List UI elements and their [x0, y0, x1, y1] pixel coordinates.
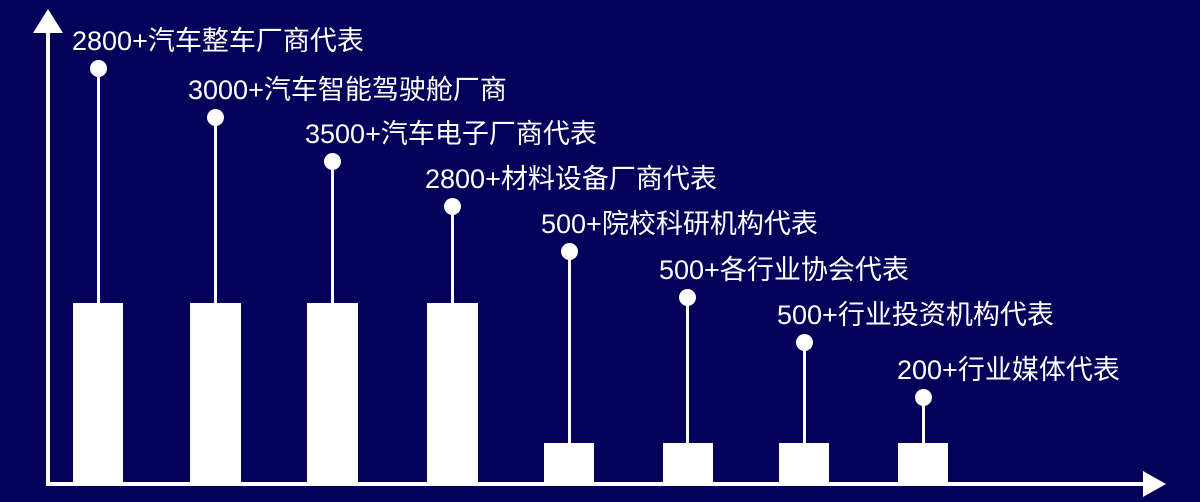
callout-dot-icon [679, 289, 696, 306]
callout-leader-line [922, 398, 925, 443]
callout-dot-icon [90, 60, 107, 77]
bar [663, 443, 713, 483]
y-axis-arrow-icon [33, 9, 63, 33]
bar [427, 303, 478, 483]
callout-dot-icon [561, 243, 578, 260]
callout-leader-line [803, 343, 806, 443]
bar-data-label: 3500+汽车电子厂商代表 [305, 119, 597, 149]
bar [779, 443, 829, 483]
bar-data-label: 200+行业媒体代表 [897, 355, 1120, 385]
bar-data-label: 500+院校科研机构代表 [541, 209, 818, 239]
bar [190, 303, 241, 483]
callout-leader-line [214, 118, 217, 303]
callout-leader-line [97, 69, 100, 303]
bar [898, 443, 948, 483]
y-axis-line [46, 30, 50, 485]
bar-data-label: 500+行业投资机构代表 [777, 300, 1054, 330]
callout-leader-line [331, 162, 334, 303]
bar [307, 303, 358, 483]
callout-leader-line [451, 207, 454, 303]
x-axis-line [46, 482, 1146, 486]
callout-dot-icon [207, 109, 224, 126]
callout-dot-icon [796, 334, 813, 351]
bar-data-label: 3000+汽车智能驾驶舱厂商 [188, 75, 507, 105]
bar-data-label: 2800+材料设备厂商代表 [425, 164, 717, 194]
callout-leader-line [568, 252, 571, 443]
bar-data-label: 2800+汽车整车厂商代表 [72, 26, 364, 56]
callout-leader-line [686, 298, 689, 443]
callout-dot-icon [915, 389, 932, 406]
bar [544, 443, 594, 483]
x-axis-arrow-icon [1143, 471, 1166, 497]
bar-data-label: 500+各行业协会代表 [659, 255, 909, 285]
callout-dot-icon [444, 198, 461, 215]
callout-dot-icon [324, 153, 341, 170]
bar [73, 303, 123, 483]
